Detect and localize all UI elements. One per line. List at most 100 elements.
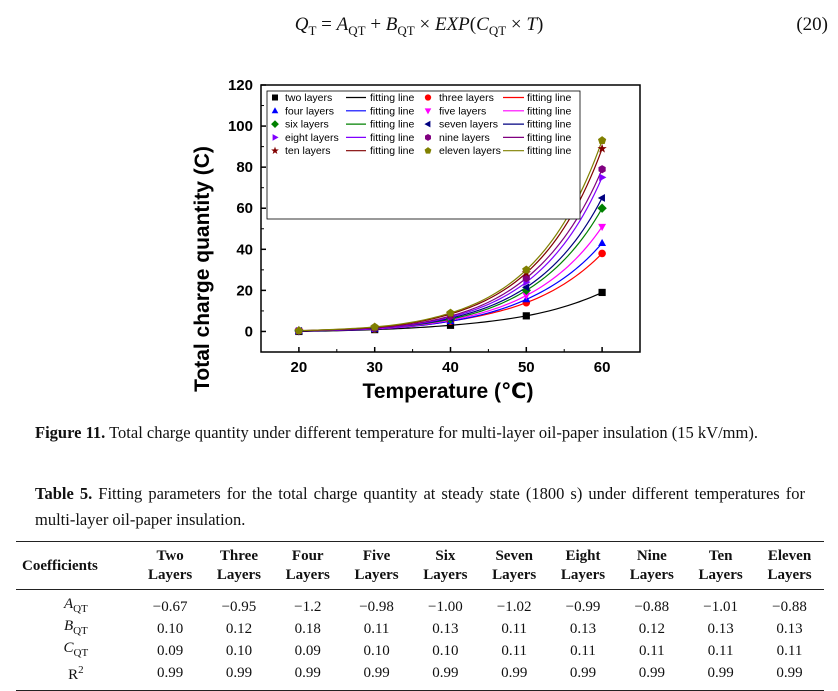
- legend-marker: [271, 107, 279, 114]
- data-point: [597, 194, 605, 202]
- legend-marker: [272, 134, 279, 141]
- y-tick-label: 20: [236, 282, 253, 299]
- legend-series-label: five layers: [439, 105, 486, 117]
- legend-series-label: six layers: [285, 119, 329, 131]
- data-point: [597, 136, 607, 144]
- legend-fit-label: fitting line: [370, 132, 415, 144]
- figure-label: Figure 11.: [35, 423, 106, 442]
- table-caption: Table 5. Fitting parameters for the tota…: [35, 481, 805, 533]
- table-cell: 0.10: [157, 620, 184, 637]
- column-header: Four Layers: [273, 542, 342, 590]
- legend-series-label: eight layers: [285, 132, 339, 144]
- y-tick-label: 100: [228, 118, 253, 135]
- column-header-line: Three: [219, 548, 258, 564]
- table-cell: 0.09: [157, 642, 184, 659]
- table-cell: 0.99: [707, 664, 734, 681]
- legend-fit-label: fitting line: [527, 92, 572, 104]
- data-point: [598, 288, 606, 297]
- x-tick-label: 50: [518, 359, 535, 376]
- legend-fit-label: fitting line: [527, 105, 572, 117]
- table-row: R2 0.99 0.99 0.99 0.99 0.99 0.99 0.99 0.99 0.99 0.…: [16, 662, 824, 691]
- chart-axes: 20 30 40 50 60 0 20 40 60 80 100 120: [228, 77, 641, 376]
- x-tick-label: 40: [442, 359, 459, 376]
- table-cell: 0.99: [638, 664, 665, 681]
- legend-series-label: four layers: [285, 105, 334, 117]
- table-cell: 0.13: [569, 620, 597, 637]
- data-point: [599, 173, 607, 182]
- column-header-line: Layers: [216, 567, 262, 583]
- table-cell: −0.99: [565, 598, 601, 615]
- table-cell: 0.11: [363, 620, 390, 637]
- legend-marker: [272, 94, 278, 101]
- column-header: Eleven Layers: [755, 542, 824, 590]
- row-symbol-superscript: 2: [78, 664, 84, 676]
- legend-series-label: two layers: [285, 92, 332, 104]
- table-header-row: Coefficients Two Layers Three Layers Four Lay…: [16, 541, 824, 590]
- x-tick-label: 30: [366, 359, 383, 376]
- charge-temperature-chart: 20 30 40 50 60 0 20 40 60 80 100 120 two layers fitt…: [191, 77, 641, 403]
- table-cell: 0.11: [501, 642, 528, 659]
- legend-box: [266, 90, 581, 220]
- fitting-parameters-table: Coefficients Two Layers Three Layers Four Lay…: [16, 541, 824, 691]
- data-point: [598, 249, 606, 258]
- legend-fit-label: fitting line: [370, 105, 415, 117]
- row-symbol-subscript: QT: [73, 625, 88, 637]
- table-cell: 0.11: [501, 620, 528, 637]
- legend-series-label: eleven layers: [439, 145, 501, 157]
- x-axis-label: Temperature (℃): [363, 380, 534, 403]
- table-cell: 0.11: [570, 642, 596, 659]
- row-symbol: CQT: [16, 640, 136, 662]
- table-cell: 0.11: [707, 642, 734, 659]
- row-symbol-letter: R: [68, 667, 79, 683]
- table-cell: −1.02: [496, 598, 532, 615]
- legend-marker: [424, 147, 432, 154]
- row-symbol: BQT: [16, 618, 136, 640]
- table-cell: 0.18: [294, 620, 321, 637]
- column-header-line: Ten: [708, 548, 733, 564]
- table-cell: 0.11: [776, 642, 803, 659]
- data-point: [446, 308, 455, 317]
- y-tick-label: 0: [245, 323, 253, 340]
- table-cell: 0.10: [432, 642, 459, 659]
- equation-20: QT = AQT + BQT × EXP(CQT × T): [294, 14, 544, 38]
- legend-marker: [425, 133, 431, 141]
- data-point: [522, 292, 531, 300]
- table-cell: 0.12: [638, 620, 665, 637]
- table-cell: −0.98: [359, 598, 394, 615]
- table-cell: −0.95: [221, 598, 257, 615]
- data-point: [598, 223, 607, 232]
- table-cell: −0.88: [772, 598, 807, 615]
- row-symbol: AQT: [16, 590, 136, 619]
- legend-series-label: three layers: [439, 92, 494, 104]
- column-header-line: Layers: [423, 567, 468, 583]
- table-cell: 0.13: [776, 620, 803, 637]
- column-header-line: Layers: [560, 567, 606, 583]
- column-header-line: Eleven: [767, 548, 812, 564]
- data-point: [294, 326, 304, 335]
- column-header-line: Layers: [285, 567, 330, 583]
- table-row: CQT 0.09 0.10 0.09 0.10 0.10 0.11 0.11 0.11 0.11 0…: [16, 640, 824, 662]
- table-cell: 0.13: [432, 620, 459, 637]
- row-symbol-letter: C: [63, 640, 74, 656]
- table-caption-text: Fitting parameters for the total charge …: [35, 484, 806, 529]
- chart-legend: two layers fitting line three layers fittin…: [266, 90, 581, 220]
- legend-marker: [424, 120, 431, 128]
- legend-marker: [424, 108, 432, 115]
- y-axis-label: Total charge quantity (C): [191, 146, 214, 392]
- table-cell: −0.67: [152, 598, 188, 615]
- table-cell: 0.13: [707, 620, 734, 637]
- legend-fit-label: fitting line: [370, 119, 415, 131]
- column-header: Six Layers: [411, 542, 480, 590]
- column-header: Three Layers: [205, 542, 274, 590]
- column-header-line: Layers: [354, 567, 399, 583]
- legend-marker: [271, 120, 279, 128]
- table-cell: 0.99: [294, 664, 321, 681]
- legend-series-label: ten layers: [285, 145, 331, 157]
- column-header: Eight Layers: [549, 542, 618, 590]
- legend-marker: [424, 94, 432, 101]
- column-header: Five Layers: [342, 542, 411, 590]
- data-point: [521, 283, 530, 292]
- table-cell: 0.99: [363, 664, 390, 681]
- data-point: [522, 265, 531, 274]
- row-symbol-letter: A: [63, 596, 74, 612]
